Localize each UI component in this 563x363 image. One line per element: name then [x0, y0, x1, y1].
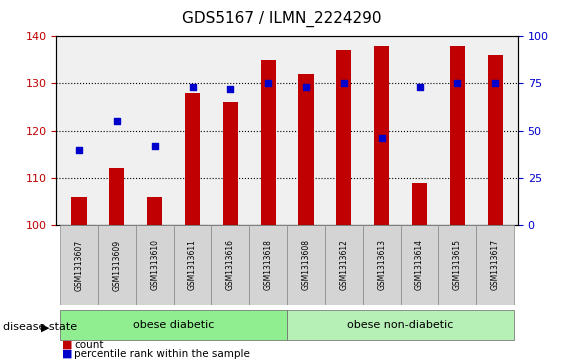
Text: GSM1313615: GSM1313615	[453, 240, 462, 290]
FancyBboxPatch shape	[98, 225, 136, 305]
FancyBboxPatch shape	[439, 225, 476, 305]
FancyBboxPatch shape	[60, 310, 287, 340]
Point	[263, 81, 272, 86]
Text: GSM1313611: GSM1313611	[188, 240, 197, 290]
FancyBboxPatch shape	[401, 225, 439, 305]
Bar	[412, 183, 427, 225]
Bar	[336, 50, 351, 225]
Bar	[72, 197, 87, 225]
Point	[415, 84, 424, 90]
Point	[302, 84, 311, 90]
Point	[491, 81, 500, 86]
Bar	[298, 74, 314, 225]
Bar	[185, 93, 200, 225]
FancyBboxPatch shape	[325, 225, 363, 305]
Text: ■: ■	[62, 340, 73, 350]
Text: GSM1313617: GSM1313617	[491, 240, 500, 290]
Text: GSM1313610: GSM1313610	[150, 240, 159, 290]
Text: disease state: disease state	[3, 322, 77, 333]
Text: GSM1313608: GSM1313608	[302, 240, 311, 290]
Point	[226, 86, 235, 92]
FancyBboxPatch shape	[476, 225, 514, 305]
Text: GSM1313616: GSM1313616	[226, 240, 235, 290]
Bar	[374, 46, 389, 225]
Text: GSM1313607: GSM1313607	[74, 240, 83, 290]
Bar	[223, 102, 238, 225]
Point	[188, 84, 197, 90]
Bar	[261, 60, 276, 225]
Text: count: count	[74, 340, 104, 350]
FancyBboxPatch shape	[136, 225, 173, 305]
Point	[377, 135, 386, 141]
Text: obese diabetic: obese diabetic	[133, 320, 215, 330]
Text: GSM1313612: GSM1313612	[339, 240, 348, 290]
Bar	[109, 168, 124, 225]
Bar	[147, 197, 162, 225]
Point	[339, 81, 348, 86]
Text: percentile rank within the sample: percentile rank within the sample	[74, 349, 250, 359]
FancyBboxPatch shape	[287, 225, 325, 305]
Text: GDS5167 / ILMN_2224290: GDS5167 / ILMN_2224290	[182, 11, 381, 27]
Text: ■: ■	[62, 349, 73, 359]
Point	[150, 143, 159, 149]
Text: GSM1313609: GSM1313609	[113, 240, 122, 290]
Bar	[450, 46, 465, 225]
FancyBboxPatch shape	[60, 225, 98, 305]
FancyBboxPatch shape	[363, 225, 401, 305]
Text: GSM1313614: GSM1313614	[415, 240, 424, 290]
Text: GSM1313618: GSM1313618	[263, 240, 272, 290]
Bar	[488, 55, 503, 225]
FancyBboxPatch shape	[287, 310, 514, 340]
Point	[113, 118, 122, 124]
FancyBboxPatch shape	[173, 225, 212, 305]
Text: obese non-diabetic: obese non-diabetic	[347, 320, 454, 330]
Text: GSM1313613: GSM1313613	[377, 240, 386, 290]
FancyBboxPatch shape	[212, 225, 249, 305]
Point	[453, 81, 462, 86]
FancyBboxPatch shape	[249, 225, 287, 305]
Point	[74, 147, 83, 152]
Text: ▶: ▶	[41, 322, 50, 333]
